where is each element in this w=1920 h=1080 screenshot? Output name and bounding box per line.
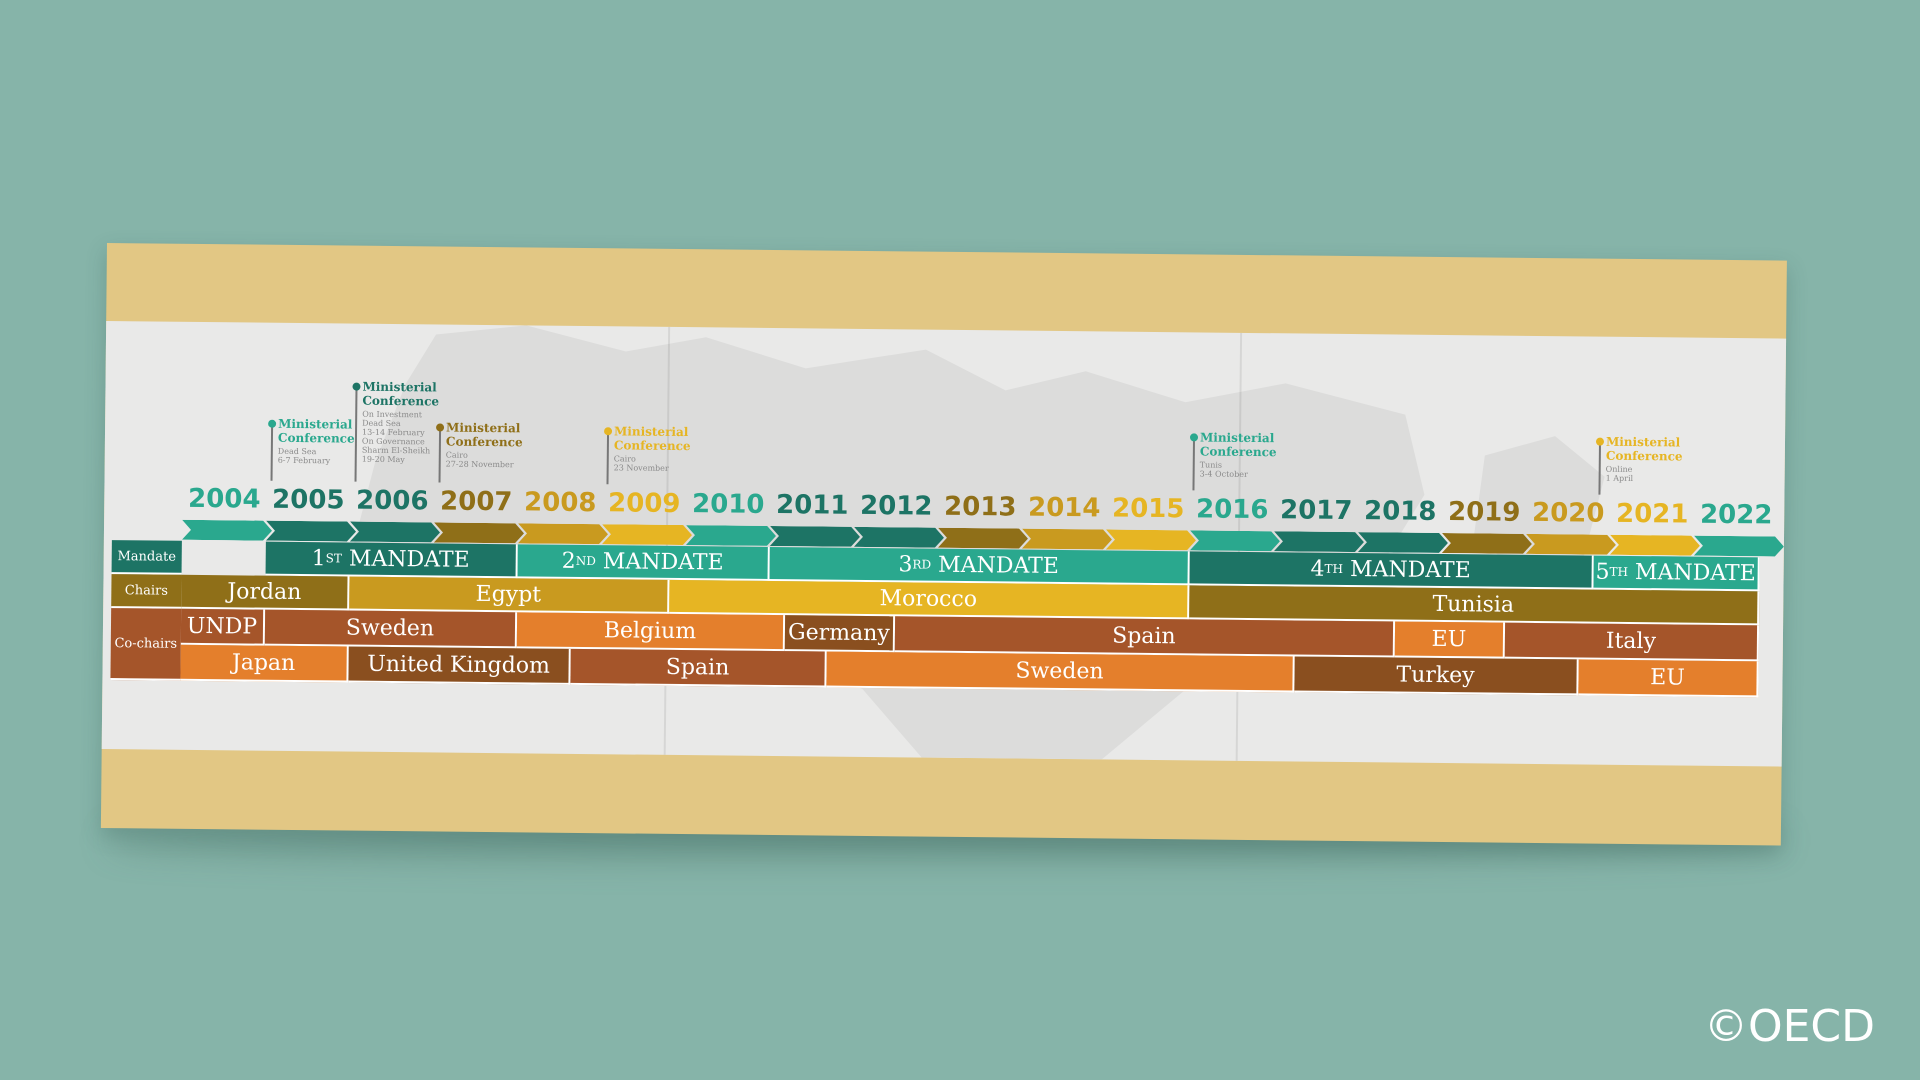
marker-pin <box>270 422 274 481</box>
year-chevron <box>1106 529 1196 550</box>
cochair-bar: Spain <box>894 616 1396 658</box>
year-label: 2019 <box>1447 497 1521 528</box>
marker-title: Ministerial Conference <box>1199 430 1277 460</box>
cochair-bar: Germany <box>784 615 896 653</box>
year-chevron <box>938 528 1028 549</box>
cochair-bar: EU <box>1578 659 1759 698</box>
year-chevron <box>434 522 524 543</box>
year-chevron <box>1526 534 1616 555</box>
year-label: 2010 <box>691 489 765 520</box>
marker-detail: Online 1 April <box>1605 464 1634 483</box>
year-chevron <box>1190 530 1280 551</box>
year-chevron <box>1022 529 1112 550</box>
marker-dot <box>268 419 277 428</box>
marker-detail: Cairo 23 November <box>613 454 669 473</box>
mandate-bar: 3 RD MANDATE <box>769 546 1190 586</box>
year-chevron <box>686 525 776 546</box>
year-chevron <box>518 523 608 544</box>
chair-bar: Egypt <box>349 576 670 614</box>
year-label: 2006 <box>355 485 429 517</box>
chair-bar: Morocco <box>669 579 1190 620</box>
row-label-cochairs: Co-chairs <box>110 608 182 681</box>
marker-dot <box>1189 433 1199 442</box>
year-label: 2008 <box>523 487 597 519</box>
year-chevron <box>1358 532 1448 553</box>
marker-title: Ministerial Conference <box>277 416 355 446</box>
marker-dot <box>1595 437 1605 446</box>
year-label: 2013 <box>943 491 1017 523</box>
year-chevron <box>1442 533 1532 554</box>
timeline: Mandate Chairs Co-chairs 1 ST MANDATE 2 ND… <box>102 321 1786 767</box>
year-chevron <box>1274 531 1364 552</box>
cochair-bar: Sweden <box>264 609 518 649</box>
year-label: 2007 <box>439 486 513 518</box>
marker-pin <box>1598 440 1602 495</box>
row-label-chairs: Chairs <box>111 574 182 609</box>
year-label: 2021 <box>1615 498 1689 530</box>
year-chevron <box>350 522 440 543</box>
cochair-bar: United Kingdom <box>348 646 571 685</box>
marker-detail: Dead Sea 6-7 February <box>277 446 331 466</box>
year-label: 2011 <box>775 490 849 521</box>
marker-pin <box>438 426 442 483</box>
year-chevron <box>770 526 860 547</box>
chair-bar: Jordan <box>181 574 350 611</box>
year-label: 2014 <box>1027 492 1101 524</box>
cochair-bar: Turkey <box>1294 656 1579 696</box>
marker-title: Ministerial Conference <box>1605 434 1683 464</box>
year-chevron <box>602 524 692 545</box>
year-label: 2012 <box>859 490 933 522</box>
mandate-bar: 5 TH MANDATE <box>1593 555 1760 592</box>
year-chevron <box>266 521 356 542</box>
year-label: 2018 <box>1363 496 1437 527</box>
year-label: 2005 <box>271 484 345 516</box>
marker-title: Ministerial Conference <box>613 424 691 454</box>
marker-title: Ministerial Conference <box>362 379 440 409</box>
cochair-bar: UNDP <box>180 608 266 646</box>
year-label: 2020 <box>1531 497 1605 529</box>
year-chevron <box>1694 536 1784 557</box>
copyright-label: ©OECD <box>1703 1001 1875 1052</box>
marker-detail: Tunis 3-4 October <box>1199 460 1248 479</box>
cochair-bar: Belgium <box>516 612 786 652</box>
mandate-bar: 2 ND MANDATE <box>517 544 770 581</box>
timeline-panel: Mandate Chairs Co-chairs 1 ST MANDATE 2 ND… <box>101 320 1787 767</box>
year-chevron <box>854 527 944 548</box>
marker-detail: On Investment Dead Sea 13-14 February On Go… <box>361 409 431 465</box>
row-label-mandate: Mandate <box>111 540 182 575</box>
year-label: 2016 <box>1195 494 1269 526</box>
marker-pin <box>1192 436 1196 491</box>
marker-dot <box>436 423 445 432</box>
marker-title: Ministerial Conference <box>445 420 523 450</box>
marker-pin <box>354 385 358 482</box>
cochair-bar: Sweden <box>826 651 1295 693</box>
marker-detail: Cairo 27-28 November <box>445 450 514 470</box>
cochair-bar: Japan <box>180 644 349 683</box>
year-chevron <box>182 520 272 541</box>
marker-pin <box>606 430 610 485</box>
cochair-bar: Spain <box>570 648 827 688</box>
mandate-bar: 4 TH MANDATE <box>1189 551 1594 590</box>
year-label: 2004 <box>187 483 261 515</box>
brochure: Mandate Chairs Co-chairs 1 ST MANDATE 2 ND… <box>100 243 1787 846</box>
cochair-bar: EU <box>1394 621 1506 659</box>
marker-dot <box>352 382 361 391</box>
year-label: 2022 <box>1699 499 1773 531</box>
cochair-bar: Italy <box>1504 622 1760 662</box>
mandate-bar: 1 ST MANDATE <box>265 541 518 579</box>
marker-dot <box>604 427 613 436</box>
year-label: 2015 <box>1111 493 1185 525</box>
year-label: 2009 <box>607 488 681 520</box>
year-chevron <box>1610 535 1700 556</box>
year-label: 2017 <box>1279 495 1353 527</box>
